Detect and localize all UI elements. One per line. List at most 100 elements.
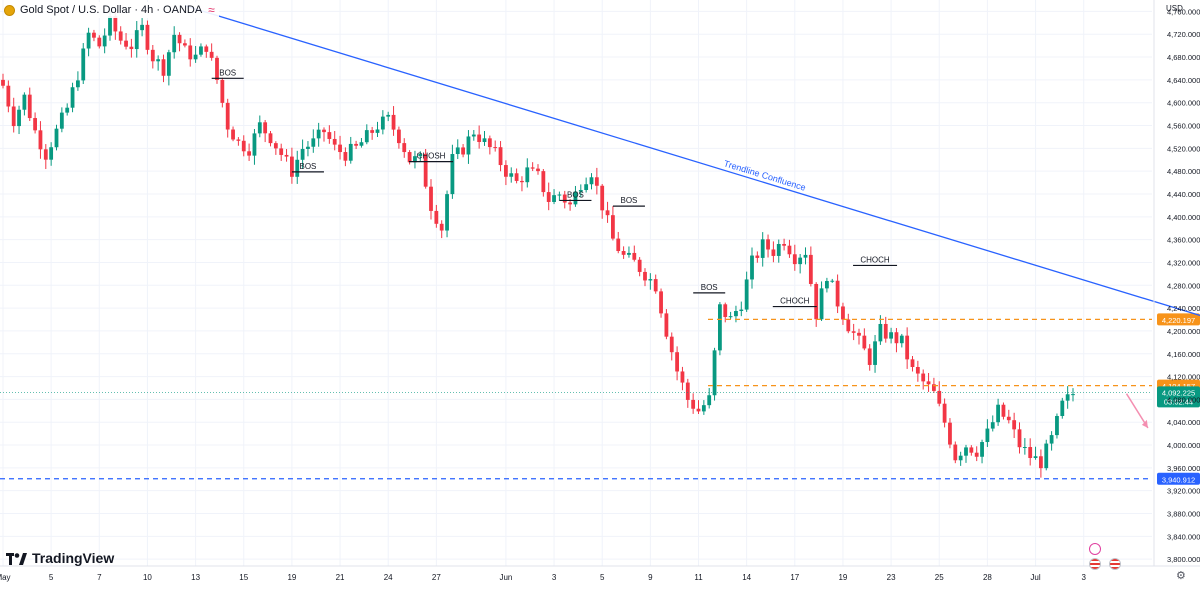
candle[interactable]	[386, 111, 391, 122]
candle[interactable]	[1071, 388, 1075, 402]
candle[interactable]	[450, 144, 455, 199]
candle[interactable]	[1006, 409, 1011, 424]
candle[interactable]	[380, 110, 385, 135]
candle[interactable]	[257, 115, 262, 138]
candle[interactable]	[921, 369, 926, 390]
candle[interactable]	[600, 184, 605, 219]
candle[interactable]	[653, 274, 658, 294]
candle[interactable]	[557, 191, 562, 201]
candle[interactable]	[536, 164, 540, 175]
candle[interactable]	[568, 199, 572, 211]
candle[interactable]	[364, 124, 369, 145]
candle[interactable]	[1012, 412, 1017, 439]
candle[interactable]	[584, 177, 589, 193]
candle[interactable]	[889, 327, 893, 344]
candle[interactable]	[188, 38, 193, 67]
candle[interactable]	[43, 144, 48, 170]
candle[interactable]	[204, 44, 209, 58]
candle[interactable]	[311, 129, 316, 153]
candle[interactable]	[701, 400, 706, 415]
candle[interactable]	[1065, 386, 1070, 409]
candle[interactable]	[236, 137, 241, 146]
candle[interactable]	[525, 158, 530, 188]
candle[interactable]	[156, 55, 161, 71]
candle[interactable]	[830, 278, 835, 283]
candle[interactable]	[728, 311, 733, 319]
candle[interactable]	[905, 327, 910, 369]
settings-gear-icon[interactable]: ⚙	[1176, 570, 1186, 582]
candle[interactable]	[70, 82, 75, 113]
candle[interactable]	[589, 173, 594, 190]
candle[interactable]	[322, 127, 326, 142]
candle[interactable]	[723, 302, 728, 323]
candle[interactable]	[621, 246, 626, 259]
candle[interactable]	[926, 372, 931, 392]
candle[interactable]	[696, 400, 701, 414]
approx-icon[interactable]: ≈	[208, 3, 215, 17]
candle[interactable]	[140, 18, 144, 37]
time-axis[interactable]: May 5 7 10 13 15 19 21 24 27 Jun 3 5 9 11 14 17 19 23 25 28 J…	[0, 565, 1200, 582]
candle[interactable]	[268, 131, 273, 147]
candle[interactable]	[17, 105, 21, 135]
candle[interactable]	[102, 28, 107, 54]
candle[interactable]	[1028, 438, 1033, 466]
candle[interactable]	[65, 103, 70, 116]
candle[interactable]	[273, 141, 278, 155]
candle[interactable]	[964, 444, 968, 463]
candle[interactable]	[755, 251, 760, 263]
candle[interactable]	[86, 27, 91, 57]
candle[interactable]	[846, 313, 851, 334]
candle[interactable]	[220, 77, 225, 108]
candle[interactable]	[354, 140, 358, 150]
candle[interactable]	[263, 119, 268, 143]
candle[interactable]	[33, 112, 37, 134]
candle[interactable]	[38, 121, 43, 159]
lightning-event-icon[interactable]	[1089, 543, 1101, 555]
candle[interactable]	[643, 268, 647, 287]
candle[interactable]	[664, 309, 669, 340]
candle[interactable]	[407, 150, 412, 165]
candle[interactable]	[750, 247, 754, 289]
candle[interactable]	[680, 366, 685, 391]
candle[interactable]	[514, 168, 519, 184]
candle[interactable]	[359, 138, 364, 148]
candle[interactable]	[1055, 413, 1059, 439]
candle[interactable]	[1022, 438, 1027, 455]
candle[interactable]	[825, 277, 829, 293]
candle[interactable]	[985, 419, 990, 447]
candle[interactable]	[6, 80, 11, 113]
candle[interactable]	[445, 190, 449, 238]
candle[interactable]	[771, 241, 776, 263]
candle[interactable]	[225, 98, 230, 138]
candle[interactable]	[787, 239, 792, 258]
candle[interactable]	[423, 148, 428, 189]
candle[interactable]	[953, 441, 958, 464]
candle[interactable]	[990, 415, 995, 432]
candle[interactable]	[819, 281, 824, 322]
price-level-tag[interactable]	[1157, 313, 1200, 326]
candle[interactable]	[605, 201, 610, 223]
candle[interactable]	[857, 328, 861, 345]
candle[interactable]	[546, 182, 551, 211]
candle[interactable]	[766, 234, 770, 258]
candle[interactable]	[792, 244, 797, 271]
candle[interactable]	[808, 246, 813, 287]
candle[interactable]	[969, 445, 974, 456]
candle[interactable]	[193, 46, 198, 63]
candle[interactable]	[996, 398, 1000, 426]
candle[interactable]	[627, 246, 631, 258]
candle[interactable]	[685, 378, 690, 408]
candle[interactable]	[391, 106, 396, 136]
candle[interactable]	[883, 316, 888, 343]
candle[interactable]	[648, 273, 653, 290]
candle[interactable]	[455, 139, 460, 160]
candle[interactable]	[161, 54, 166, 83]
candle[interactable]	[744, 271, 749, 312]
candle[interactable]	[718, 302, 722, 356]
candle[interactable]	[712, 347, 717, 401]
candle[interactable]	[637, 257, 642, 277]
candle[interactable]	[562, 190, 567, 209]
candle[interactable]	[306, 141, 310, 157]
trendline-line[interactable]	[184, 5, 1200, 324]
